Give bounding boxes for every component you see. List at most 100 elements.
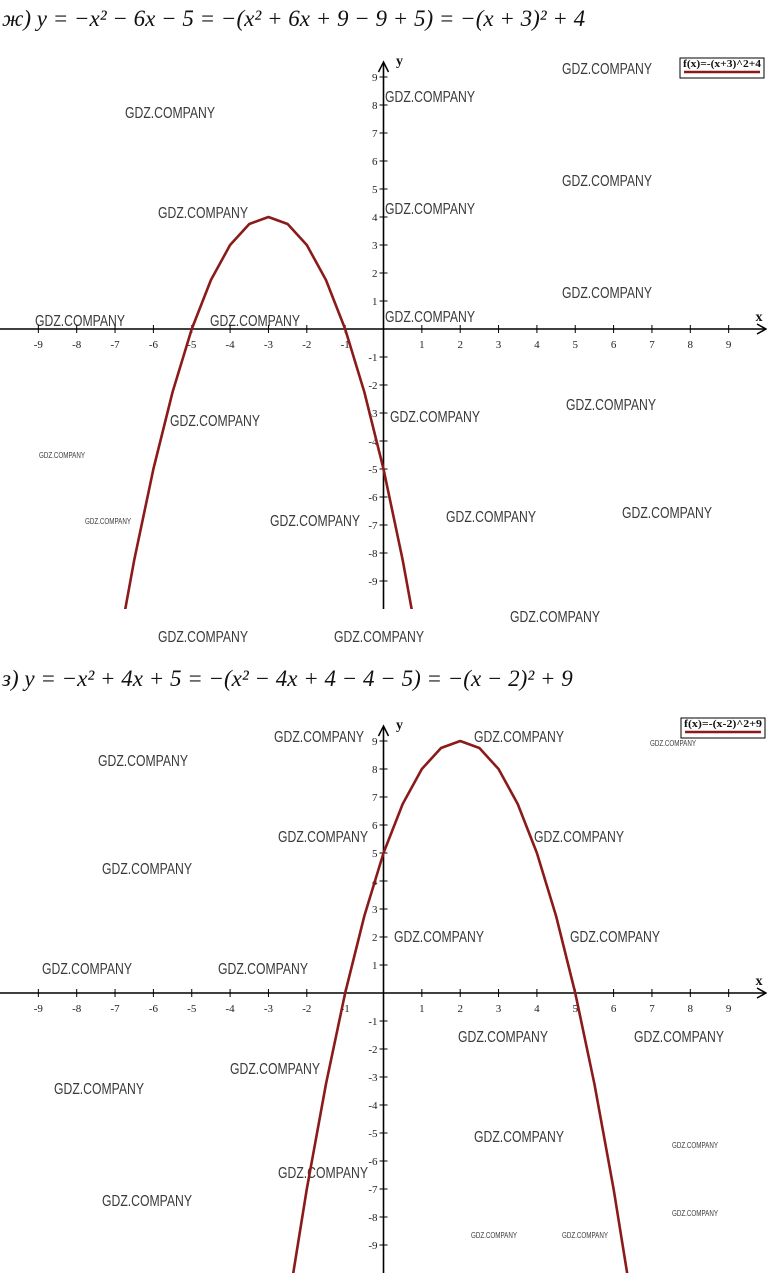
x-axis-arrow — [756, 323, 767, 335]
x-tick-label: -7 — [110, 339, 120, 351]
watermark: GDZ.COMPANY — [210, 313, 300, 330]
watermark: GDZ.COMPANY — [385, 89, 475, 106]
y-tick-label: -8 — [368, 548, 378, 560]
heading: ж) y = −x² − 6x − 5 = −(x² + 6x + 9 − 9 … — [2, 6, 585, 31]
watermark: GDZ.COMPANY — [98, 753, 188, 770]
y-axis-arrow — [377, 60, 390, 73]
x-tick-label: 2 — [457, 1003, 463, 1015]
x-tick-label: -3 — [264, 339, 274, 351]
watermark: GDZ.COMPANY — [622, 505, 712, 522]
x-axis-label: x — [756, 310, 763, 325]
watermark: GDZ.COMPANY — [385, 201, 475, 218]
x-tick-label: -5 — [187, 339, 197, 351]
y-tick-label: -9 — [368, 1240, 378, 1252]
x-tick-label: 4 — [534, 339, 540, 351]
watermark: GDZ.COMPANY — [158, 629, 248, 646]
x-tick-label: -2 — [302, 1003, 311, 1015]
watermark: GDZ.COMPANY — [54, 1081, 144, 1098]
x-tick-label: -2 — [302, 339, 311, 351]
watermark: GDZ.COMPANY — [35, 313, 125, 330]
y-tick-label: 3 — [372, 240, 378, 252]
heading: з) y = −x² + 4x + 5 = −(x² − 4x + 4 − 4 … — [1, 666, 573, 691]
y-tick-label: 8 — [372, 764, 378, 776]
y-tick-label: -4 — [368, 1100, 378, 1112]
y-axis-arrow — [377, 724, 390, 737]
x-tick-label: 1 — [419, 339, 425, 351]
y-tick-label: -3 — [368, 408, 378, 420]
y-tick-label: -7 — [368, 1184, 378, 1196]
watermark: GDZ.COMPANY — [278, 829, 368, 846]
watermark: GDZ.COMPANY — [85, 517, 132, 526]
watermark: GDZ.COMPANY — [385, 309, 475, 326]
watermark: GDZ.COMPANY — [562, 285, 652, 302]
y-tick-label: 1 — [372, 960, 378, 972]
watermark: GDZ.COMPANY — [170, 413, 260, 430]
y-tick-label: -1 — [368, 1016, 377, 1028]
x-tick-label: 5 — [573, 339, 579, 351]
x-tick-label: 4 — [534, 1003, 540, 1015]
x-tick-label: 7 — [649, 339, 655, 351]
legend-label: f(x)=-(x+3)^2+4 — [683, 59, 761, 70]
x-tick-label: -7 — [110, 1003, 120, 1015]
y-tick-label: 7 — [372, 792, 378, 804]
watermark: GDZ.COMPANY — [42, 961, 132, 978]
watermark: GDZ.COMPANY — [672, 1141, 719, 1150]
x-tick-label: 8 — [688, 339, 694, 351]
x-tick-label: -9 — [34, 339, 44, 351]
legend-label: f(x)=-(x-2)^2+9 — [684, 719, 762, 730]
x-tick-label: 3 — [496, 1003, 502, 1015]
y-tick-label: 4 — [372, 212, 378, 224]
y-tick-label: 1 — [372, 296, 378, 308]
x-tick-label: 6 — [611, 1003, 617, 1015]
y-tick-label: -4 — [368, 436, 378, 448]
watermark: GDZ.COMPANY — [474, 729, 564, 746]
y-tick-label: -5 — [368, 464, 378, 476]
watermark: GDZ.COMPANY — [230, 1061, 320, 1078]
watermark: GDZ.COMPANY — [39, 451, 86, 460]
watermark: GDZ.COMPANY — [102, 1193, 192, 1210]
x-axis-arrow — [756, 987, 767, 999]
y-tick-label: 8 — [372, 100, 378, 112]
y-axis-label: y — [396, 718, 403, 733]
y-tick-label: 5 — [372, 848, 378, 860]
y-tick-label: 7 — [372, 128, 378, 140]
x-tick-label: -9 — [34, 1003, 44, 1015]
watermark: GDZ.COMPANY — [566, 397, 656, 414]
y-tick-label: 6 — [372, 820, 378, 832]
y-tick-label: 6 — [372, 156, 378, 168]
watermark: GDZ.COMPANY — [562, 1231, 609, 1240]
watermark: GDZ.COMPANY — [562, 173, 652, 190]
watermark: GDZ.COMPANY — [650, 739, 697, 748]
x-tick-label: -4 — [226, 1003, 236, 1015]
y-tick-label: 5 — [372, 184, 378, 196]
watermark: GDZ.COMPANY — [102, 861, 192, 878]
y-tick-label: -9 — [368, 576, 378, 588]
x-tick-label: -1 — [341, 339, 350, 351]
x-tick-label: 8 — [688, 1003, 694, 1015]
watermark: GDZ.COMPANY — [270, 513, 360, 530]
x-tick-label: 7 — [649, 1003, 655, 1015]
watermark: GDZ.COMPANY — [534, 829, 624, 846]
watermark: GDZ.COMPANY — [672, 1209, 719, 1218]
x-tick-label: 3 — [496, 339, 502, 351]
x-tick-label: -4 — [226, 339, 236, 351]
x-tick-label: -1 — [341, 1003, 350, 1015]
watermark: GDZ.COMPANY — [218, 961, 308, 978]
watermark: GDZ.COMPANY — [394, 929, 484, 946]
y-tick-label: -2 — [368, 380, 377, 392]
curve — [291, 739, 629, 1273]
watermark: GDZ.COMPANY — [278, 1165, 368, 1182]
y-tick-label: 2 — [372, 268, 378, 280]
watermark: GDZ.COMPANY — [390, 409, 480, 426]
watermark: GDZ.COMPANY — [634, 1029, 724, 1046]
x-tick-label: 5 — [573, 1003, 579, 1015]
x-tick-label: -5 — [187, 1003, 197, 1015]
x-tick-label: -8 — [72, 339, 82, 351]
watermark: GDZ.COMPANY — [570, 929, 660, 946]
x-tick-label: -6 — [149, 339, 159, 351]
watermark: GDZ.COMPANY — [446, 509, 536, 526]
y-tick-label: -1 — [368, 352, 377, 364]
x-axis-label: x — [756, 974, 763, 989]
y-tick-label: -5 — [368, 1128, 378, 1140]
